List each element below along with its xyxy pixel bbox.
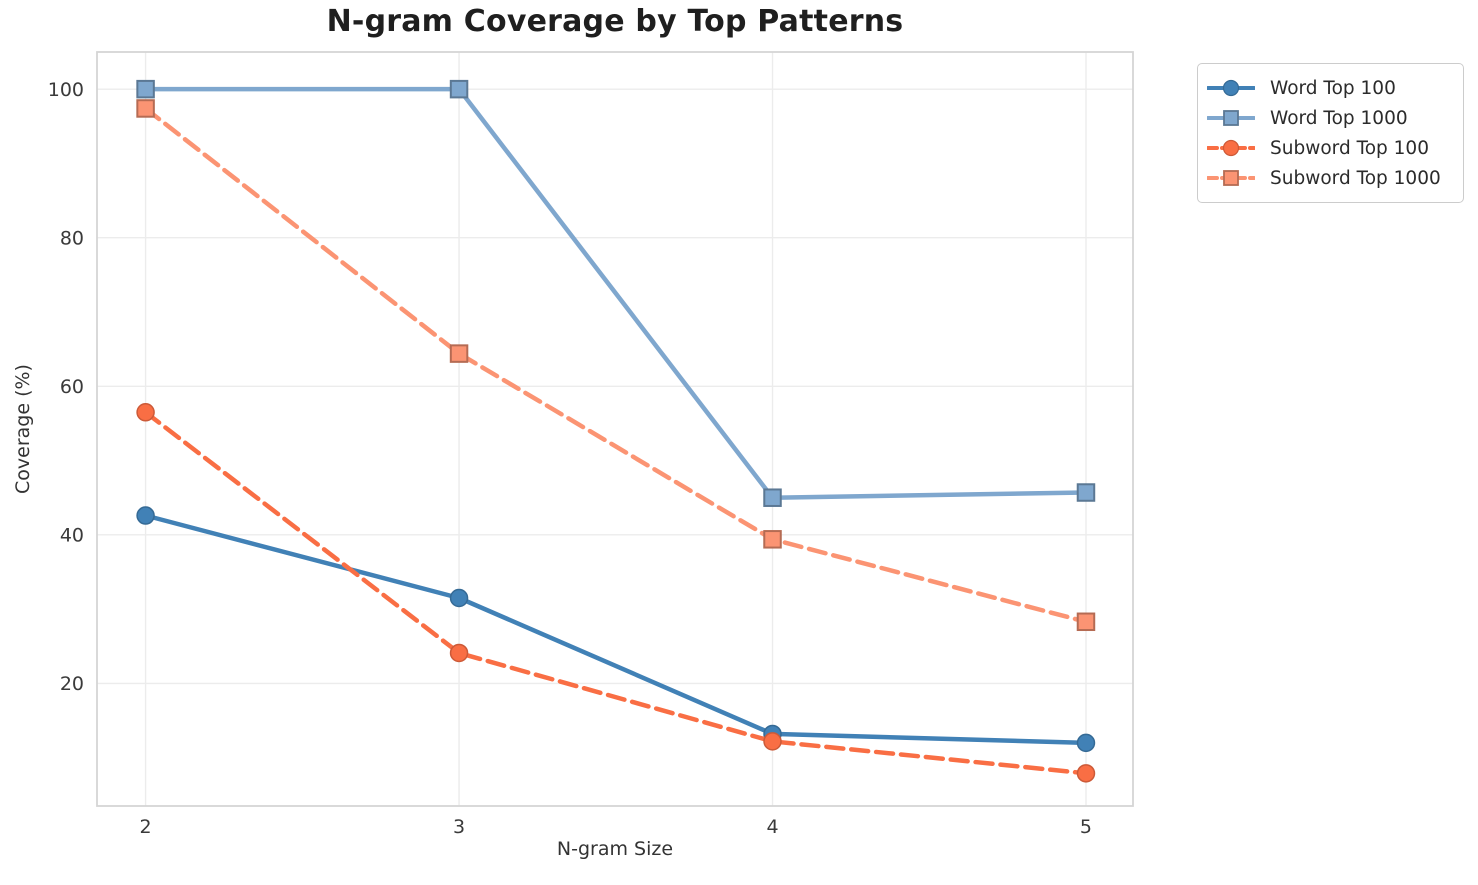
marker-word-top-1000: [1076, 483, 1096, 502]
legend-marker: [1223, 110, 1239, 126]
gridlines: [97, 52, 1133, 806]
marker-subword-top-100: [1076, 764, 1096, 783]
legend: Word Top 100 Word Top 1000 Subword Top 100…: [1197, 63, 1464, 203]
legend-item: Subword Top 1000: [1207, 163, 1453, 193]
legend-label: Word Top 1000: [1270, 107, 1408, 129]
axes-spines: [96, 51, 1134, 807]
legend-label: Word Top 100: [1270, 77, 1396, 99]
marker-subword-top-100: [136, 403, 155, 422]
legend-item: Word Top 100: [1207, 73, 1453, 103]
y-tick-label: 20: [60, 673, 84, 695]
x-tick-label: 4: [766, 816, 778, 838]
legend-item: Subword Top 100: [1207, 133, 1453, 163]
marker-subword-top-100: [763, 732, 782, 751]
legend-swatch-solid-square-icon: [1207, 110, 1255, 126]
series-line-subword-top-100: [143, 410, 1089, 776]
marker-word-top-100: [449, 588, 469, 608]
y-tick-label: 80: [60, 227, 84, 249]
marker-subword-top-1000: [1076, 612, 1096, 632]
marker-subword-top-1000: [449, 344, 469, 363]
x-tick-label: 3: [453, 816, 465, 838]
marker-word-top-1000: [449, 79, 469, 99]
marker-word-top-1000: [763, 488, 782, 507]
x-tick-label: 2: [140, 816, 152, 838]
series-line-word-top-1000: [143, 86, 1089, 500]
x-axis-label: N-gram Size: [556, 838, 674, 860]
series-line-word-top-100: [143, 513, 1089, 746]
legend-swatch-dashed-square-icon: [1207, 170, 1255, 186]
marker-word-top-100: [136, 506, 155, 525]
legend-label: Subword Top 100: [1270, 137, 1429, 159]
chart-title: N-gram Coverage by Top Patterns: [326, 4, 904, 39]
y-axis-label: Coverage (%): [12, 364, 34, 494]
legend-item: Word Top 1000: [1207, 103, 1453, 133]
marker-subword-top-1000: [763, 530, 782, 549]
y-tick-label: 60: [60, 376, 84, 398]
marker-subword-top-100: [449, 643, 469, 663]
y-tick-label: 40: [60, 525, 84, 547]
y-tick-label: 100: [48, 79, 84, 101]
series-line-subword-top-1000: [143, 106, 1089, 625]
x-tick-label: 5: [1080, 816, 1092, 838]
legend-marker: [1222, 139, 1240, 157]
marker-word-top-100: [1076, 733, 1096, 753]
legend-marker: [1223, 170, 1239, 186]
legend-swatch-solid-circle-icon: [1207, 79, 1255, 97]
legend-marker: [1222, 79, 1240, 97]
marker-subword-top-1000: [136, 99, 155, 118]
legend-swatch-dashed-circle-icon: [1207, 139, 1255, 157]
marker-word-top-1000: [136, 79, 155, 99]
legend-label: Subword Top 1000: [1270, 167, 1441, 189]
